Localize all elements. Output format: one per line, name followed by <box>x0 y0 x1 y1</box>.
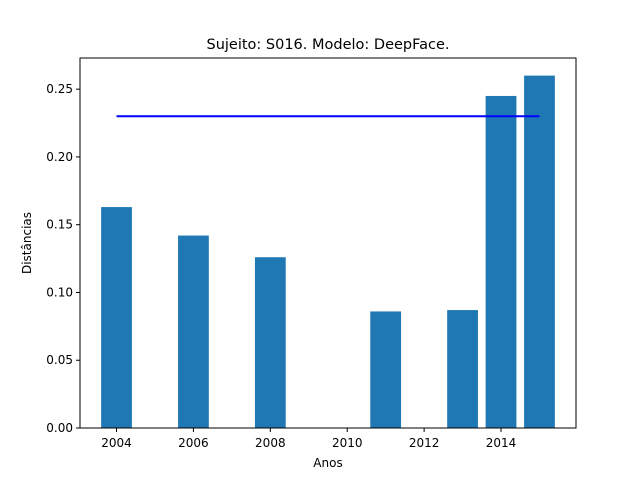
x-tick-label: 2010 <box>332 436 363 450</box>
x-axis-ticks: 2004 2006 2008 2010 2012 2014 <box>101 428 516 450</box>
bars-group <box>101 75 555 429</box>
bar-2011 <box>370 311 402 428</box>
x-tick-label: 2006 <box>178 436 209 450</box>
y-tick-label: 0.00 <box>46 421 73 435</box>
y-tick-label: 0.15 <box>46 218 73 232</box>
y-axis-ticks: 0.00 0.05 0.10 0.15 0.20 0.25 <box>46 82 80 435</box>
bar-2006 <box>178 235 209 428</box>
y-axis-label: Distâncias <box>20 212 34 274</box>
x-tick-label: 2012 <box>409 436 440 450</box>
x-tick-label: 2008 <box>255 436 286 450</box>
bar-2014 <box>485 95 517 428</box>
y-tick-label: 0.05 <box>46 353 73 367</box>
x-axis-label: Anos <box>313 456 342 470</box>
x-tick-label: 2014 <box>486 436 517 450</box>
y-tick-label: 0.25 <box>46 82 73 96</box>
x-tick-label: 2004 <box>101 436 132 450</box>
bar-2004 <box>101 207 132 428</box>
chart-title: Sujeito: S016. Modelo: DeepFace. <box>206 37 449 53</box>
bar-2013 <box>447 310 478 428</box>
bar-2008 <box>254 257 286 428</box>
y-tick-label: 0.10 <box>46 285 73 299</box>
plot-frame <box>79 57 577 429</box>
bar-2015 <box>524 75 555 429</box>
y-tick-label: 0.20 <box>46 150 73 164</box>
